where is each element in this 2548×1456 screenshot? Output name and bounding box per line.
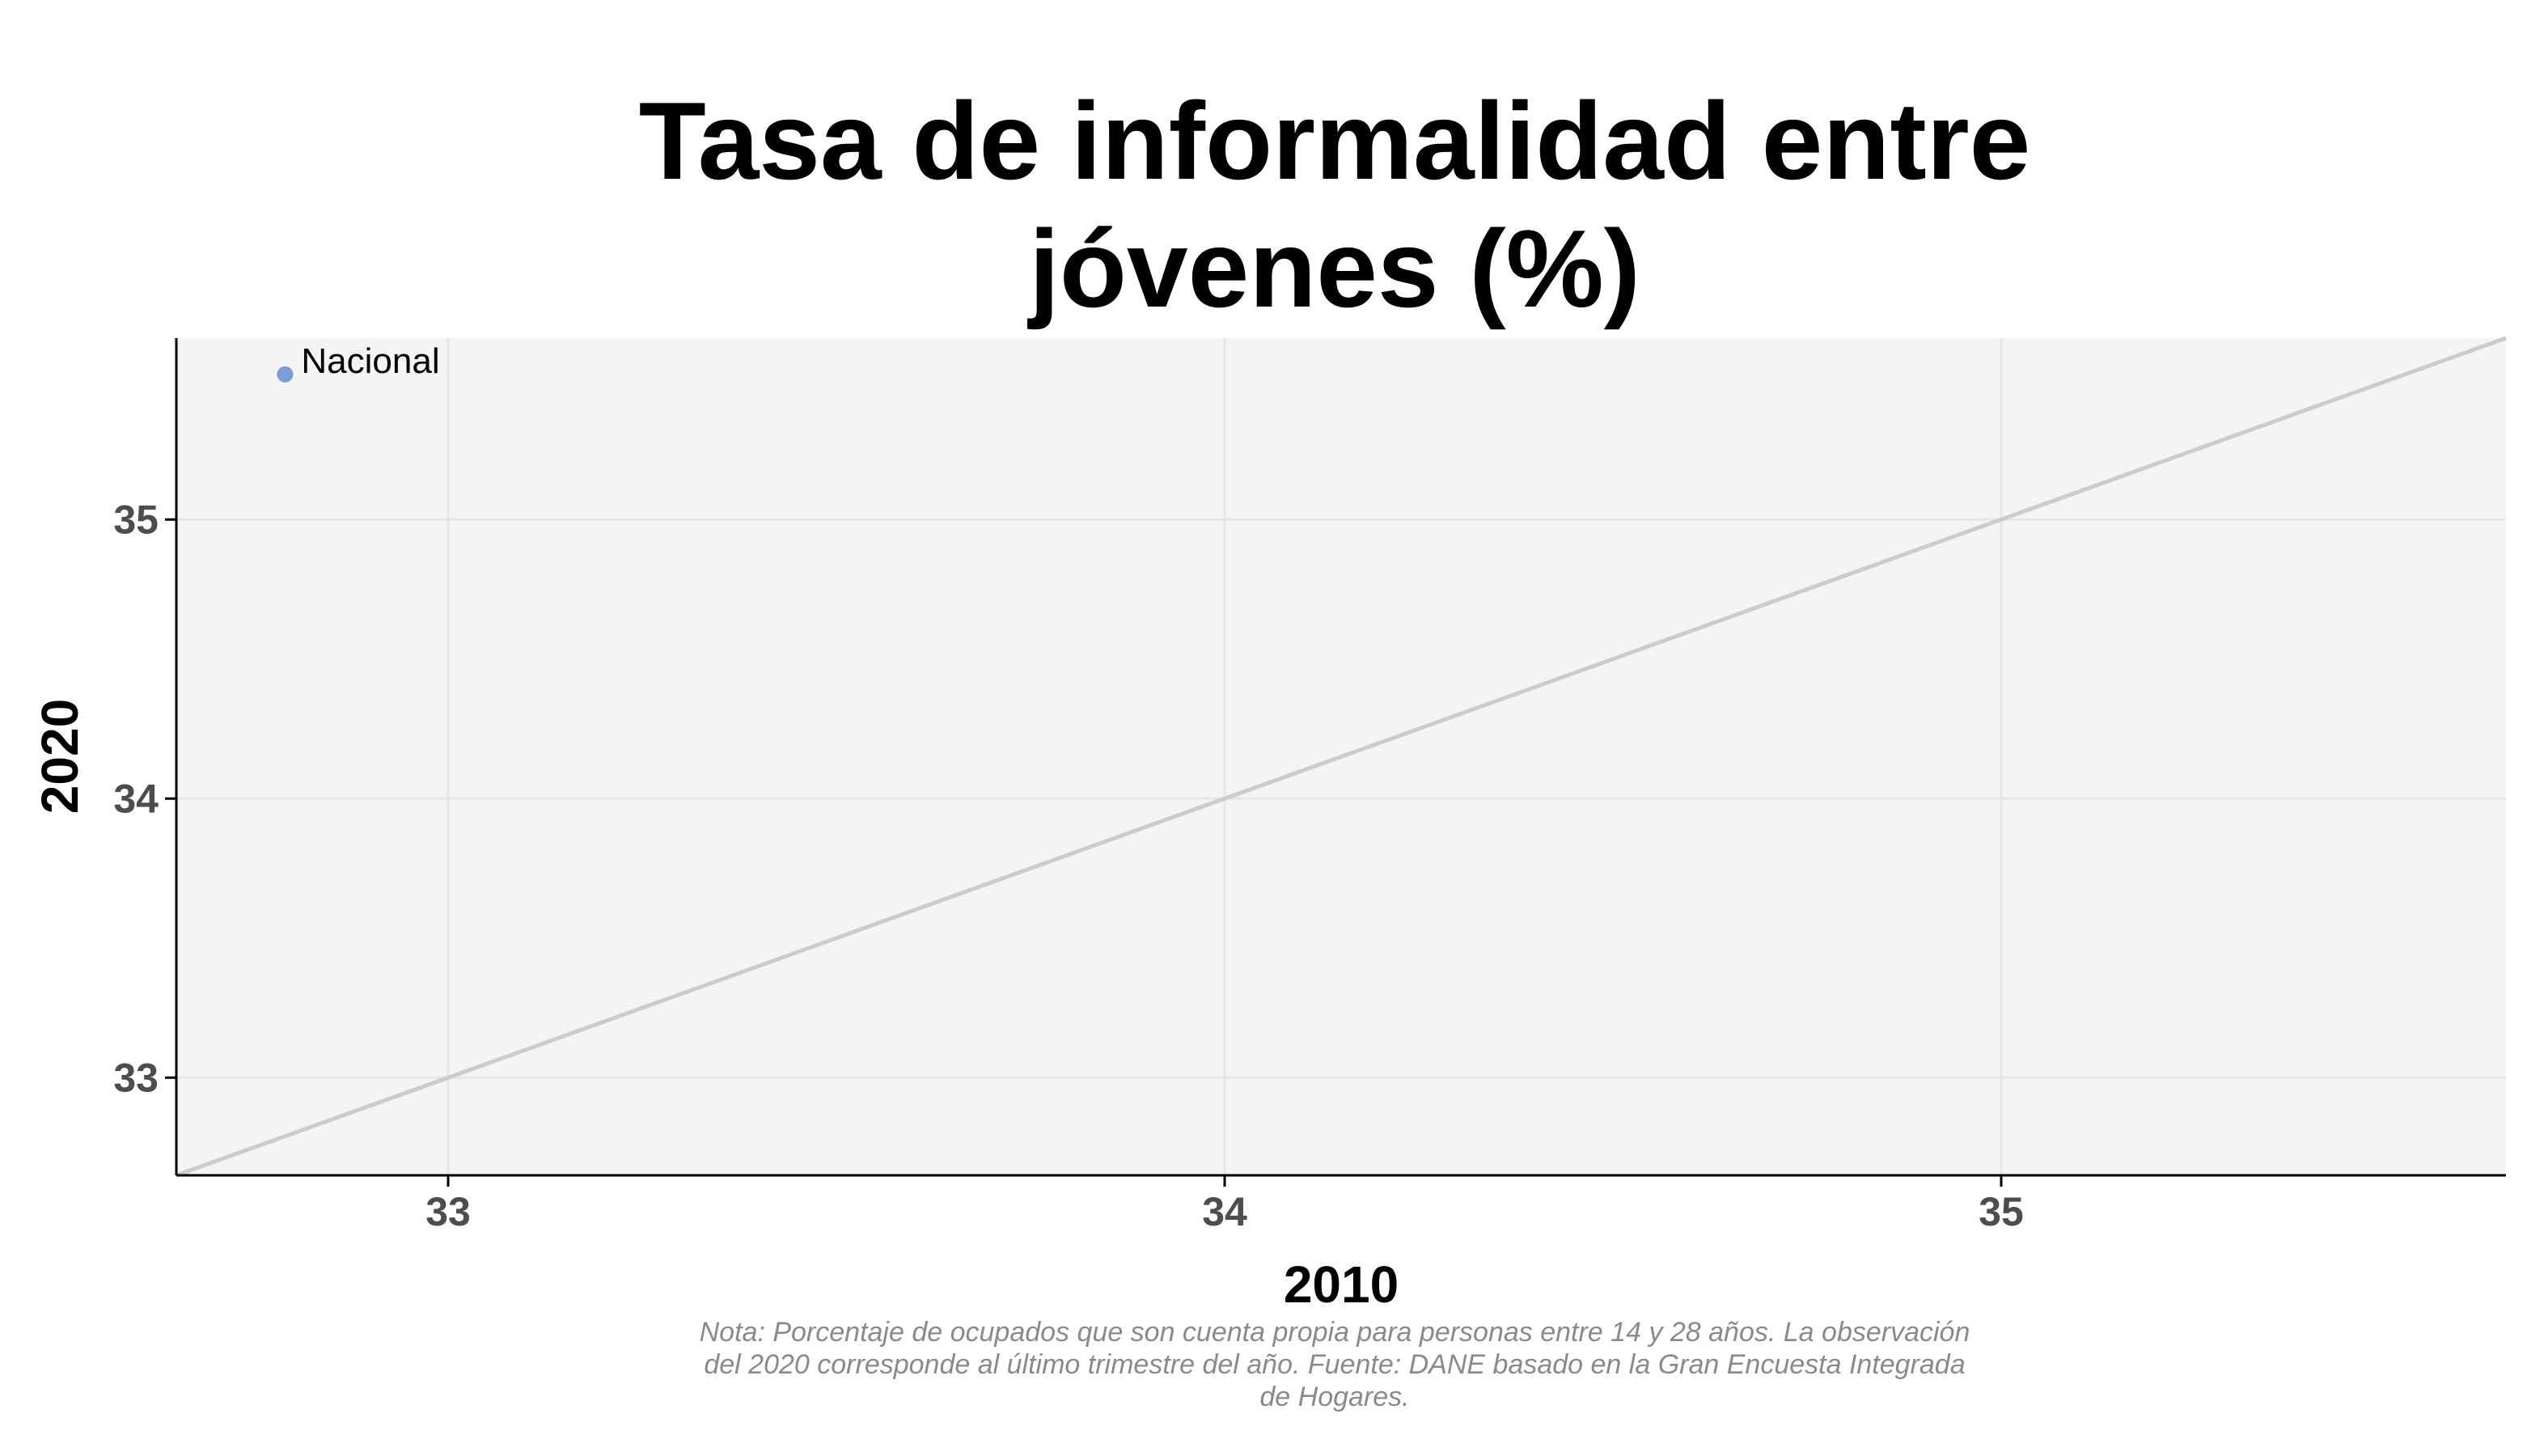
x-tick-label: 35 — [1979, 1189, 2024, 1234]
y-tick-label: 34 — [113, 776, 159, 821]
grid-lines — [176, 338, 2506, 1175]
x-axis-label: 2010 — [1284, 1255, 1399, 1314]
caption-line-2: del 2020 corresponde al último trimestre… — [704, 1349, 1966, 1380]
reference-line-y-equals-x — [176, 336, 2507, 1178]
chart-title-line-2: jóvenes (%) — [1029, 207, 1640, 330]
y-axis-label: 2020 — [31, 699, 89, 814]
x-tick-label: 34 — [1202, 1189, 1247, 1234]
chart-title-line-1: Tasa de informalidad entre — [638, 79, 2031, 202]
data-points: Nacional — [277, 341, 440, 383]
y-axis-ticks: 33 34 35 — [113, 497, 176, 1100]
x-tick-label: 33 — [425, 1189, 471, 1234]
caption-line-3: de Hogares. — [1259, 1382, 1410, 1412]
caption-line-1: Nota: Porcentaje de ocupados que son cue… — [699, 1317, 1970, 1348]
x-axis-ticks: 33 34 35 — [425, 1175, 2024, 1234]
data-point-label: Nacional — [301, 341, 439, 381]
y-tick-label: 33 — [113, 1055, 159, 1100]
y-tick-label: 35 — [113, 497, 159, 542]
chart-caption: Nota: Porcentaje de ocupados que son cue… — [0, 1316, 2548, 1413]
chart-title: Tasa de informalidad entre jóvenes (%) — [0, 77, 2548, 332]
data-point — [277, 366, 294, 383]
